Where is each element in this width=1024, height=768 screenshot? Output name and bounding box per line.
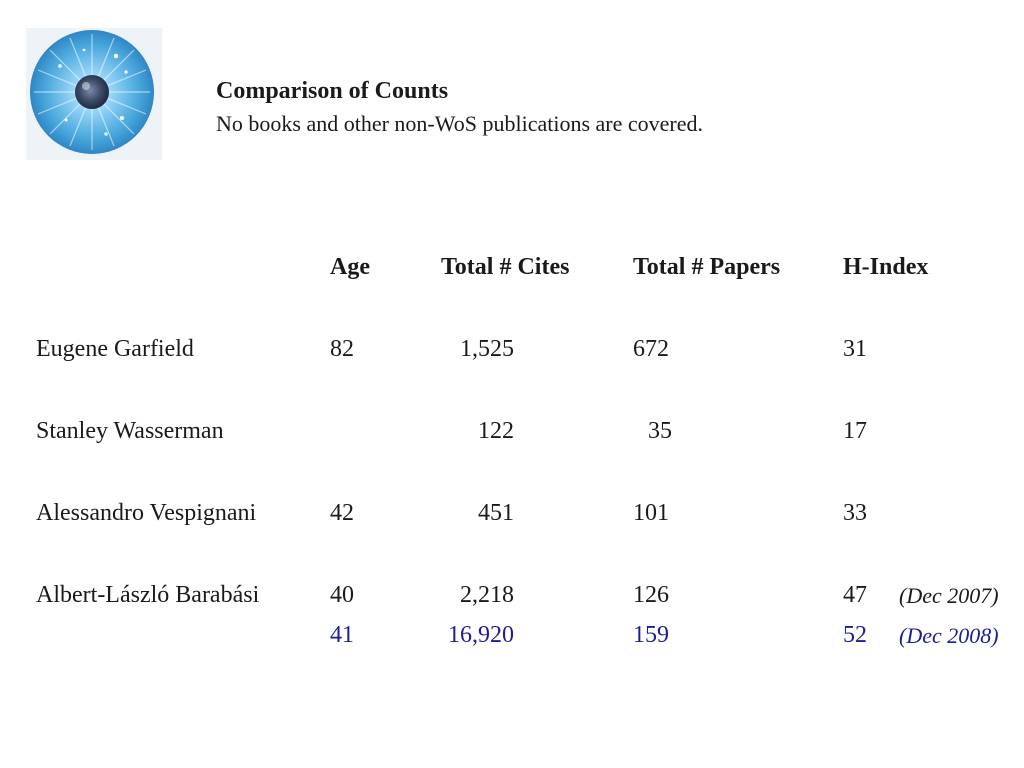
update-row-age: 41 bbox=[330, 622, 354, 648]
row-papers: 101 bbox=[633, 500, 669, 526]
update-row-h-index: 52 bbox=[843, 622, 867, 648]
update-row-date-note: (Dec 2008) bbox=[899, 623, 999, 648]
update-row-papers: 159 bbox=[633, 622, 669, 648]
page-subtitle: No books and other non-WoS publications … bbox=[216, 111, 703, 136]
page-title: Comparison of Counts bbox=[216, 78, 449, 104]
row-name: Stanley Wasserman bbox=[36, 418, 224, 444]
row-cites: 451 bbox=[478, 500, 514, 526]
row-age: 40 bbox=[330, 582, 354, 608]
col-header-total-papers: Total # Papers bbox=[633, 254, 781, 280]
row-cites: 2,218 bbox=[460, 582, 514, 608]
col-header-age: Age bbox=[330, 254, 370, 280]
row-h-index: 31 bbox=[843, 336, 867, 362]
row-age: 42 bbox=[330, 500, 354, 526]
row-papers: 126 bbox=[633, 582, 669, 608]
row-h-index: 47 bbox=[843, 582, 867, 608]
row-name: Alessandro Vespignani bbox=[36, 500, 257, 526]
row-date-note: (Dec 2007) bbox=[899, 583, 999, 608]
row-h-index: 33 bbox=[843, 500, 867, 526]
row-name: Albert-László Barabási bbox=[36, 582, 260, 608]
eye-iris-icon bbox=[30, 30, 154, 154]
update-row-cites: 16,920 bbox=[448, 622, 514, 648]
row-cites: 122 bbox=[478, 418, 514, 444]
row-age: 82 bbox=[330, 336, 354, 362]
row-name: Eugene Garfield bbox=[36, 336, 194, 362]
row-papers: 672 bbox=[633, 336, 669, 362]
eye-logo bbox=[26, 28, 162, 160]
row-cites: 1,525 bbox=[460, 336, 514, 362]
col-header-h-index: H-Index bbox=[843, 254, 929, 280]
row-papers: 35 bbox=[648, 418, 672, 444]
col-header-total-cites: Total # Cites bbox=[441, 254, 570, 280]
row-h-index: 17 bbox=[843, 418, 867, 444]
